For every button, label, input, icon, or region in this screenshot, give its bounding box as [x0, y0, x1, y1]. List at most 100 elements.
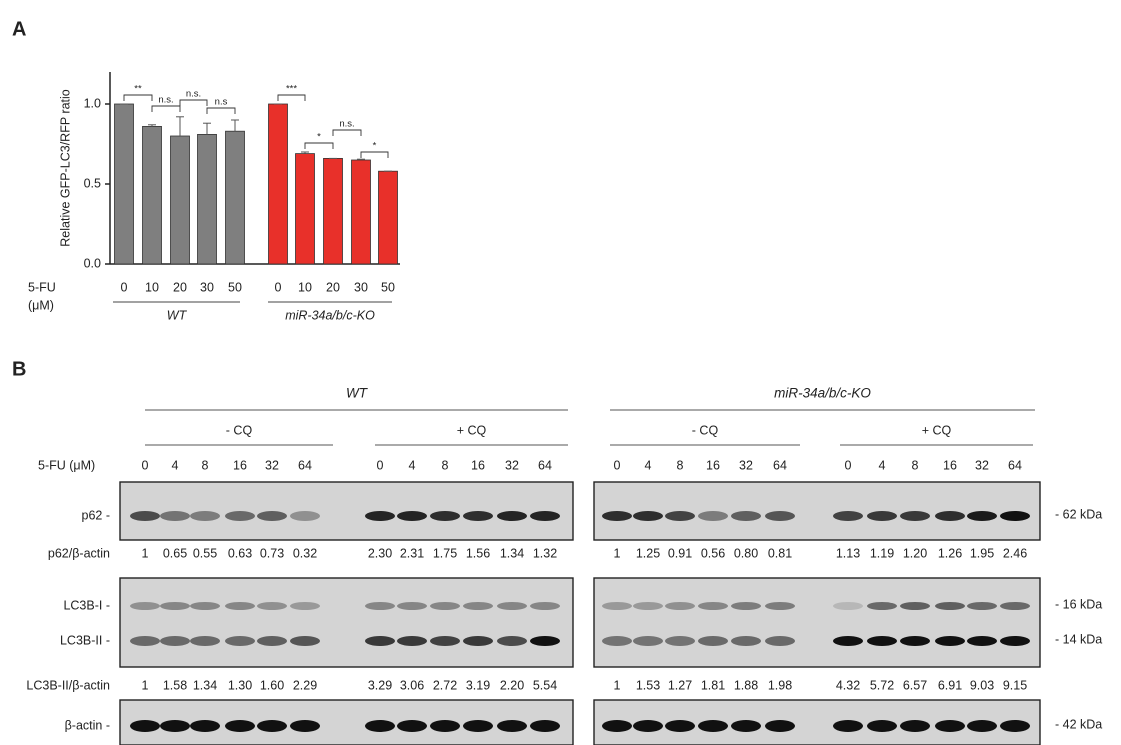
ratio-value: 1.13 [836, 546, 860, 560]
blot-image [594, 482, 1040, 540]
band [867, 511, 897, 521]
band [765, 511, 795, 521]
sig-bracket [333, 130, 361, 136]
ratio-value: 1 [142, 678, 149, 692]
group-label: WT [346, 386, 369, 401]
ratio-value: 1.25 [636, 546, 660, 560]
dose-label: 8 [202, 458, 209, 472]
band [225, 602, 255, 610]
band [430, 636, 460, 646]
band [397, 720, 427, 732]
ratio-value: 2.29 [293, 678, 317, 692]
size-marker: - 14 kDa [1055, 632, 1102, 646]
band [633, 511, 663, 521]
band [160, 602, 190, 610]
ratio-value: 1.32 [533, 546, 557, 560]
band [602, 602, 632, 610]
figure: A B Relative GFP-LC3/RFP ratio 5-FU (μM)… [0, 0, 1121, 745]
bar [352, 160, 371, 264]
dose-label: 5-FU (μM) [38, 458, 95, 472]
panel-label: B [12, 358, 26, 380]
band [497, 511, 527, 521]
blot-image [594, 578, 1040, 667]
ratio-value: 0.73 [260, 546, 284, 560]
x-tick-label: 20 [173, 280, 187, 294]
band [698, 720, 728, 732]
band [257, 602, 287, 610]
band [1000, 720, 1030, 732]
band [967, 636, 997, 646]
band [130, 602, 160, 610]
ratio-value: 6.57 [903, 678, 927, 692]
band [867, 720, 897, 732]
band [160, 720, 190, 732]
ratio-value: 1.27 [668, 678, 692, 692]
group-label: miR-34a/b/c-KO [285, 308, 375, 322]
band [290, 602, 320, 610]
band [130, 636, 160, 646]
group-label: WT [167, 308, 188, 322]
band [190, 720, 220, 732]
band [497, 636, 527, 646]
x-axis-label: 5-FU [28, 280, 56, 294]
dose-label: 64 [298, 458, 312, 472]
group-label: miR-34a/b/c-KO [774, 386, 871, 401]
ratio-value: 6.91 [938, 678, 962, 692]
band [935, 720, 965, 732]
x-tick-label: 0 [121, 280, 128, 294]
ratio-value: 1.75 [433, 546, 457, 560]
sig-label: n.s. [186, 89, 201, 100]
band [935, 602, 965, 610]
ratio-value: 0.32 [293, 546, 317, 560]
ratio-value: 3.06 [400, 678, 424, 692]
band [602, 511, 632, 521]
x-tick-label: 20 [326, 280, 340, 294]
band [225, 720, 255, 732]
band [257, 636, 287, 646]
band [731, 602, 761, 610]
band [833, 636, 863, 646]
band [290, 720, 320, 732]
band [698, 511, 728, 521]
band [602, 720, 632, 732]
band [530, 636, 560, 646]
ratio-value: 3.19 [466, 678, 490, 692]
ratio-value: 0.63 [228, 546, 252, 560]
band [130, 720, 160, 732]
sig-label: * [317, 132, 321, 143]
band [225, 636, 255, 646]
band [190, 511, 220, 521]
ratio-value: 0.80 [734, 546, 758, 560]
dose-label: 16 [471, 458, 485, 472]
y-axis-label: Relative GFP-LC3/RFP ratio [58, 89, 72, 247]
ratio-value: 1.81 [701, 678, 725, 692]
dose-label: 16 [706, 458, 720, 472]
ratio-value: 1 [614, 678, 621, 692]
ratio-value: 0.65 [163, 546, 187, 560]
ratio-value: 1.34 [193, 678, 217, 692]
x-tick-label: 0 [275, 280, 282, 294]
bar [198, 134, 217, 264]
condition-label: - CQ [226, 423, 253, 437]
bar [226, 131, 245, 264]
band [530, 511, 560, 521]
ratio-value: 1.34 [500, 546, 524, 560]
ratio-value: 0.55 [193, 546, 217, 560]
sig-bracket [207, 108, 235, 114]
band [190, 602, 220, 610]
band [867, 602, 897, 610]
sig-label: n.s. [158, 95, 173, 106]
sig-bracket [305, 143, 333, 149]
band [833, 511, 863, 521]
ratio-value: 2.72 [433, 678, 457, 692]
bar [379, 171, 398, 264]
ratio-value: 2.46 [1003, 546, 1027, 560]
page: A B Relative GFP-LC3/RFP ratio 5-FU (μM)… [0, 0, 1121, 745]
y-tick-label: 0.0 [84, 256, 101, 270]
x-tick-label: 50 [228, 280, 242, 294]
band [1000, 636, 1030, 646]
dose-label: 32 [975, 458, 989, 472]
ratio-value: 1.58 [163, 678, 187, 692]
band-label: LC3B-I - [63, 598, 110, 612]
band [935, 511, 965, 521]
